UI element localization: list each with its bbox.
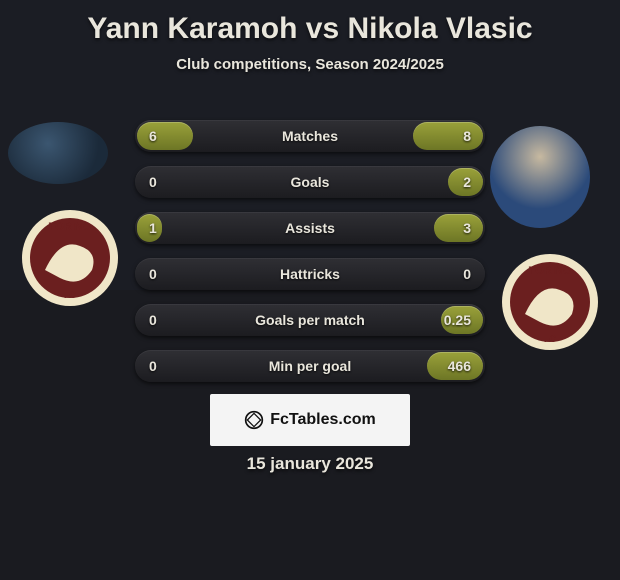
stat-row: 00Hattricks [135,258,485,290]
svg-text:FC: FC [544,334,556,344]
player1-club-badge: TORINO FC [20,208,120,308]
stat-row: 0466Min per goal [135,350,485,382]
player2-avatar [490,126,590,228]
stat-label: Goals [135,166,485,198]
stat-label: Assists [135,212,485,244]
stat-row: 02Goals [135,166,485,198]
comparison-rows: 68Matches 02Goals 13Assists 00Hattricks 00.2… [135,120,485,396]
svg-text:TORINO: TORINO [529,265,572,277]
page-subtitle: Club competitions, Season 2024/2025 [0,56,620,73]
stat-label: Goals per match [135,304,485,336]
stat-row: 68Matches [135,120,485,152]
stat-label: Matches [135,120,485,152]
page-title: Yann Karamoh vs Nikola Vlasic [0,0,620,46]
brand-badge: FcTables.com [210,394,410,446]
comparison-date: 15 january 2025 [0,454,620,474]
stat-label: Hattricks [135,258,485,290]
svg-text:FC: FC [64,290,76,300]
player2-club-badge: TORINO FC [500,252,600,352]
brand-logo-icon [244,410,264,430]
stat-row: 00.25Goals per match [135,304,485,336]
brand-text: FcTables.com [270,411,376,429]
svg-text:TORINO: TORINO [49,221,92,233]
stat-row: 13Assists [135,212,485,244]
stat-label: Min per goal [135,350,485,382]
player1-avatar [8,122,108,184]
